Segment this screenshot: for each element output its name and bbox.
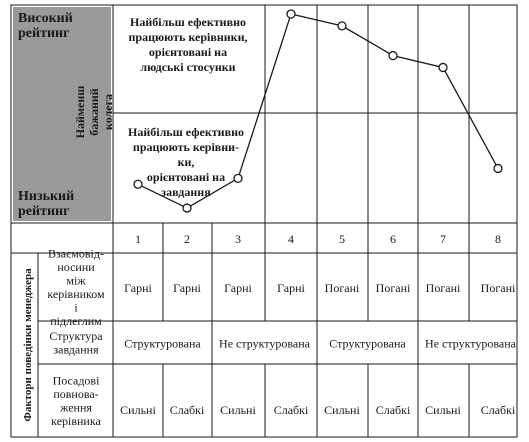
note-relations-line: людські стосунки <box>140 60 235 74</box>
factor-row-1-line: Взаємовід- <box>48 246 104 260</box>
cell-r1-c3: Гарні <box>224 281 252 295</box>
factor-row-1-line: керівником <box>47 287 105 301</box>
rating-point-7 <box>438 62 448 73</box>
factor-row-label-3: Посадові повнова-ження керівника <box>51 373 101 428</box>
rating-point-1 <box>133 179 143 189</box>
factor-row-1-line: носини <box>57 260 95 274</box>
rating-point-3 <box>233 173 243 183</box>
rating-panel <box>13 7 111 221</box>
factor-row-3-line: керівника <box>51 414 101 428</box>
note-relations: Найбільш ефективно працюють керівники, орі… <box>128 15 247 74</box>
factors-label: Фактори поведінки менеджера <box>22 268 34 422</box>
factor-row-label-2: Структура завдання <box>49 329 103 357</box>
rating-point-2 <box>182 203 192 213</box>
situation-6: 6 <box>390 232 396 246</box>
cell-r1-c8: Погані <box>481 281 516 295</box>
cell-r1-c5: Погані <box>325 281 360 295</box>
cell-r2-c1: Структурована <box>124 337 201 351</box>
cell-r1-c4: Гарні <box>277 281 305 295</box>
factors-line: Фактори поведінки менеджера <box>22 268 34 422</box>
note-relations-line: орієнтовані на <box>149 45 227 59</box>
factor-row-label-1: Взаємовід-носини між керівником і підлеглим <box>47 246 105 328</box>
y-axis-line: Найменш <box>73 86 87 139</box>
note-tasks-line: завдання <box>161 185 211 199</box>
rating-line <box>137 13 499 209</box>
situation-3: 3 <box>235 232 241 246</box>
grid <box>10 4 518 438</box>
rating-low-label: Низький рейтинг <box>18 189 74 219</box>
cell-r2-c3: Структурована <box>329 337 406 351</box>
situation-1: 1 <box>135 232 141 246</box>
rating-points <box>133 9 503 213</box>
cell-r3-c7: Сильні <box>425 403 461 417</box>
factor-row-3-line: повнова- <box>53 387 98 401</box>
cell-r3-c2: Слабкі <box>170 403 205 417</box>
situation-8: 8 <box>495 232 501 246</box>
situation-numbers: 1 2 3 4 5 6 7 8 <box>135 232 501 246</box>
rating-point-6 <box>388 50 398 61</box>
situation-5: 5 <box>339 232 345 246</box>
cell-r3-c8: Слабкі <box>481 403 516 417</box>
factor-row-1-line: підлеглим <box>50 314 102 328</box>
rating-high-line: рейтинг <box>18 26 69 41</box>
rating-low-line: рейтинг <box>18 204 69 219</box>
note-relations-line: працюють керівники, <box>128 30 247 44</box>
table-body: Взаємовід-носини між керівником і підлеглим Г… <box>47 246 516 428</box>
factor-row-3-line: Посадові <box>53 373 101 387</box>
rating-point-5 <box>337 21 347 31</box>
note-tasks-line: працюють керівни- <box>133 140 239 154</box>
rating-point-4 <box>286 9 296 19</box>
cell-r1-c2: Гарні <box>173 281 201 295</box>
cell-r2-c4: Не структурована <box>425 337 517 351</box>
situation-7: 7 <box>440 232 446 246</box>
situation-2: 2 <box>184 232 190 246</box>
cell-r3-c6: Слабкі <box>376 403 411 417</box>
cell-r1-c7: Погані <box>426 281 461 295</box>
cell-r2-c2: Не структурована <box>219 337 311 351</box>
factor-row-1-line: і <box>74 300 78 314</box>
factor-row-2-line: завдання <box>53 342 99 356</box>
cell-r3-c1: Сильні <box>120 403 156 417</box>
cell-r1-c6: Погані <box>376 281 411 295</box>
factor-row-1-line: між <box>66 273 86 287</box>
cell-r3-c5: Сильні <box>324 403 360 417</box>
note-tasks-line: орієнтовані на <box>147 170 225 184</box>
y-axis-label: Найменшбажанийколега <box>73 86 115 139</box>
cell-r3-c3: Сильні <box>220 403 256 417</box>
y-axis-line: бажаний <box>87 88 101 136</box>
factor-row-2-line: Структура <box>49 329 103 343</box>
rating-high-label: Високий рейтинг <box>18 11 73 41</box>
note-tasks-line: Найбільш ефективно <box>128 125 244 139</box>
rating-point-8 <box>493 163 503 174</box>
y-axis-line: колега <box>101 94 115 130</box>
cell-r3-c4: Слабкі <box>274 403 309 417</box>
rating-low-line: Низький <box>18 189 74 204</box>
situation-4: 4 <box>288 232 294 246</box>
rating-high-line: Високий <box>18 11 73 26</box>
cell-r1-c1: Гарні <box>124 281 152 295</box>
note-relations-line: Найбільш ефективно <box>130 15 246 29</box>
note-tasks: Найбільш ефективно працюють керівни-ки, ор… <box>128 125 244 199</box>
factor-row-3-line: ження <box>59 400 92 414</box>
note-tasks-line: ки, <box>178 155 195 169</box>
